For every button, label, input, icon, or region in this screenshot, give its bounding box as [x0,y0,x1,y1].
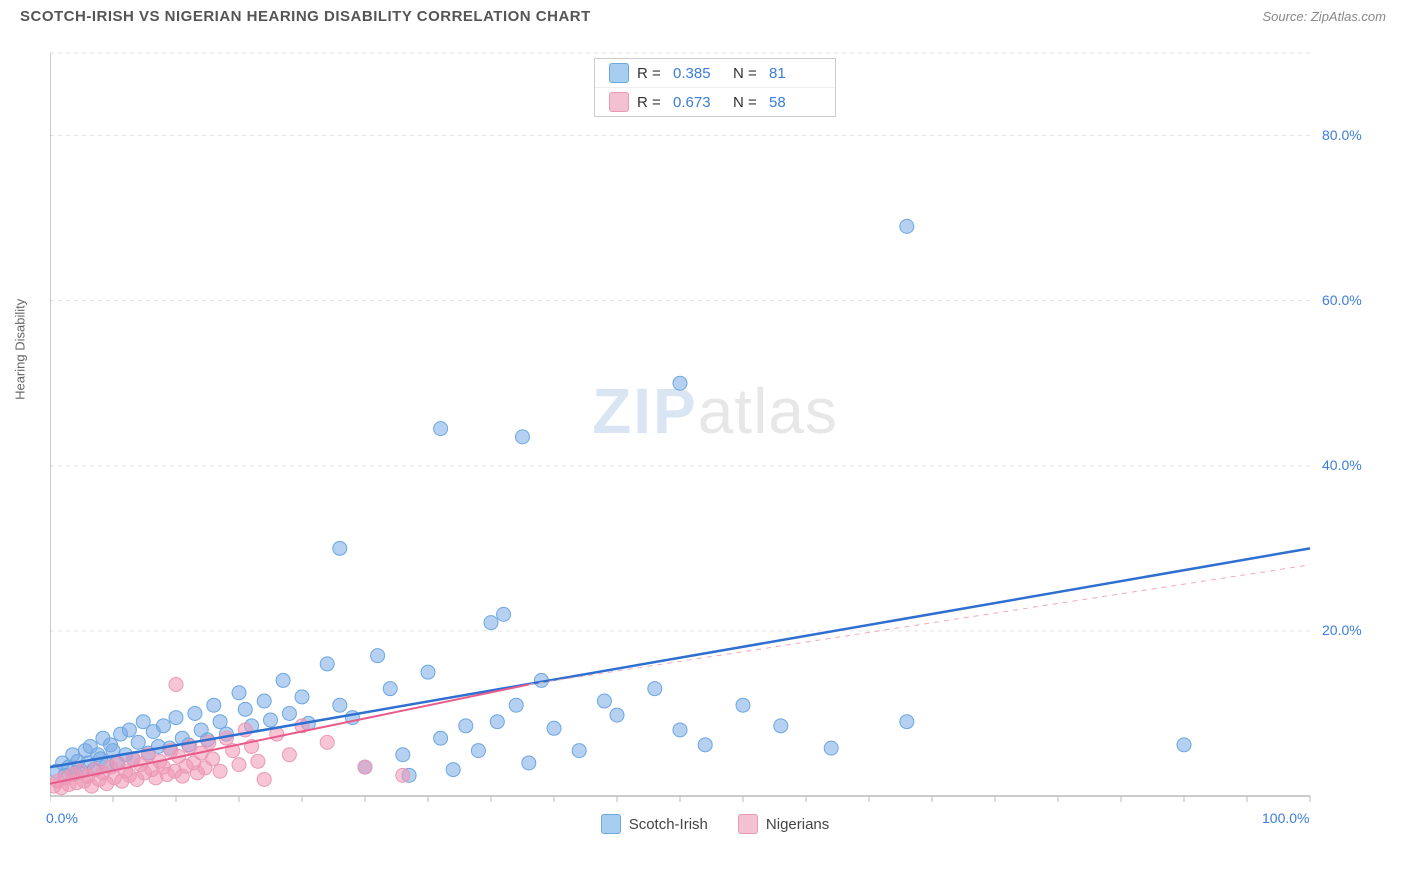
chart-area: Hearing Disability ZIPatlas R = 0.385 N … [50,48,1380,838]
n-label: N = [733,65,761,82]
source-name: ZipAtlas.com [1311,9,1386,24]
r-label: R = [637,94,665,111]
stats-legend: R = 0.385 N = 81 R = 0.673 N = 58 [594,58,836,117]
swatch-nigerians [609,92,629,112]
r-value: 0.673 [673,94,725,111]
y-tick-label: 60.0% [1322,292,1362,308]
legend-item-scotch-irish: Scotch-Irish [601,814,708,834]
series-legend: Scotch-Irish Nigerians [50,814,1380,834]
scatter-plot-svg [50,48,1380,838]
y-tick-label: 80.0% [1322,127,1362,143]
stats-legend-row-1: R = 0.673 N = 58 [595,87,835,116]
n-value: 58 [769,94,821,111]
n-label: N = [733,94,761,111]
y-axis-label: Hearing Disability [13,299,28,400]
n-value: 81 [769,65,821,82]
source-prefix: Source: [1262,9,1310,24]
x-tick-label: 0.0% [46,810,78,826]
header-row: SCOTCH-IRISH VS NIGERIAN HEARING DISABIL… [0,0,1406,29]
swatch-scotch-irish [609,63,629,83]
r-value: 0.385 [673,65,725,82]
legend-label: Scotch-Irish [629,816,708,833]
y-tick-label: 40.0% [1322,457,1362,473]
legend-label: Nigerians [766,816,829,833]
x-tick-label: 100.0% [1262,810,1309,826]
swatch-scotch-irish [601,814,621,834]
y-tick-label: 20.0% [1322,622,1362,638]
r-label: R = [637,65,665,82]
source-attribution: Source: ZipAtlas.com [1262,9,1386,24]
stats-legend-row-0: R = 0.385 N = 81 [595,59,835,87]
chart-title: SCOTCH-IRISH VS NIGERIAN HEARING DISABIL… [20,8,591,25]
swatch-nigerians [738,814,758,834]
legend-item-nigerians: Nigerians [738,814,829,834]
